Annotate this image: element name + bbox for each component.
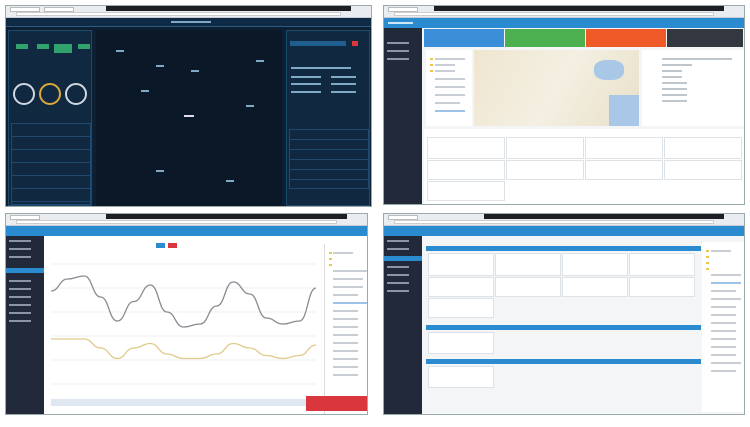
- alert-title-bar: [290, 41, 346, 46]
- dashboard-screenshot: [5, 5, 372, 207]
- export-button[interactable]: [168, 243, 177, 248]
- device-groups-screenshot: [383, 213, 745, 415]
- device-grid: [424, 129, 744, 204]
- trend-screenshot: [5, 213, 368, 415]
- kpi-box: [37, 44, 49, 49]
- alert-notification[interactable]: [306, 396, 367, 411]
- overview-screenshot: [383, 5, 745, 205]
- sidebar: [6, 236, 44, 414]
- group-header[interactable]: [426, 359, 701, 364]
- address-bar[interactable]: [16, 220, 337, 224]
- right-column: [286, 30, 370, 206]
- app-header: [384, 18, 744, 28]
- left-column: [8, 30, 92, 206]
- summary-card[interactable]: [424, 29, 504, 47]
- address-bar[interactable]: [16, 12, 341, 16]
- series-line-2: [51, 338, 317, 360]
- dashboard-header: [6, 18, 371, 27]
- device-tree[interactable]: [426, 50, 472, 126]
- series-line-1: [50, 275, 317, 328]
- sea-area: [609, 95, 639, 126]
- kpi-box: [78, 44, 90, 49]
- alert-badge: [352, 41, 358, 46]
- device-tree[interactable]: [324, 244, 367, 414]
- map-view[interactable]: [474, 50, 639, 126]
- gauge: [65, 83, 87, 105]
- trend-chart: [50, 263, 317, 385]
- time-range-slider[interactable]: [51, 399, 306, 406]
- device-info-panel: [642, 50, 744, 126]
- network-map: [96, 30, 282, 206]
- address-bar[interactable]: [394, 12, 714, 16]
- summary-card[interactable]: [505, 29, 585, 47]
- browser-chrome: [384, 214, 744, 226]
- group-header[interactable]: [426, 325, 701, 330]
- address-bar[interactable]: [394, 220, 714, 224]
- kpi-box: [16, 44, 28, 49]
- app-header: [384, 226, 744, 236]
- kpi-box: [54, 44, 72, 53]
- device-tree[interactable]: [702, 242, 744, 412]
- browser-chrome: [6, 214, 367, 226]
- query-button[interactable]: [156, 243, 165, 248]
- group-header[interactable]: [426, 246, 701, 251]
- sidebar: [384, 28, 422, 204]
- sidebar: [384, 236, 422, 414]
- data-table: [289, 129, 369, 189]
- status-table: [11, 123, 91, 205]
- summary-card[interactable]: [586, 29, 666, 47]
- app-header: [6, 226, 367, 236]
- gauge: [13, 83, 35, 105]
- browser-chrome: [384, 6, 744, 18]
- sea-area: [594, 60, 624, 80]
- browser-chrome: [6, 6, 371, 18]
- gauge: [39, 83, 61, 105]
- summary-card[interactable]: [667, 29, 743, 47]
